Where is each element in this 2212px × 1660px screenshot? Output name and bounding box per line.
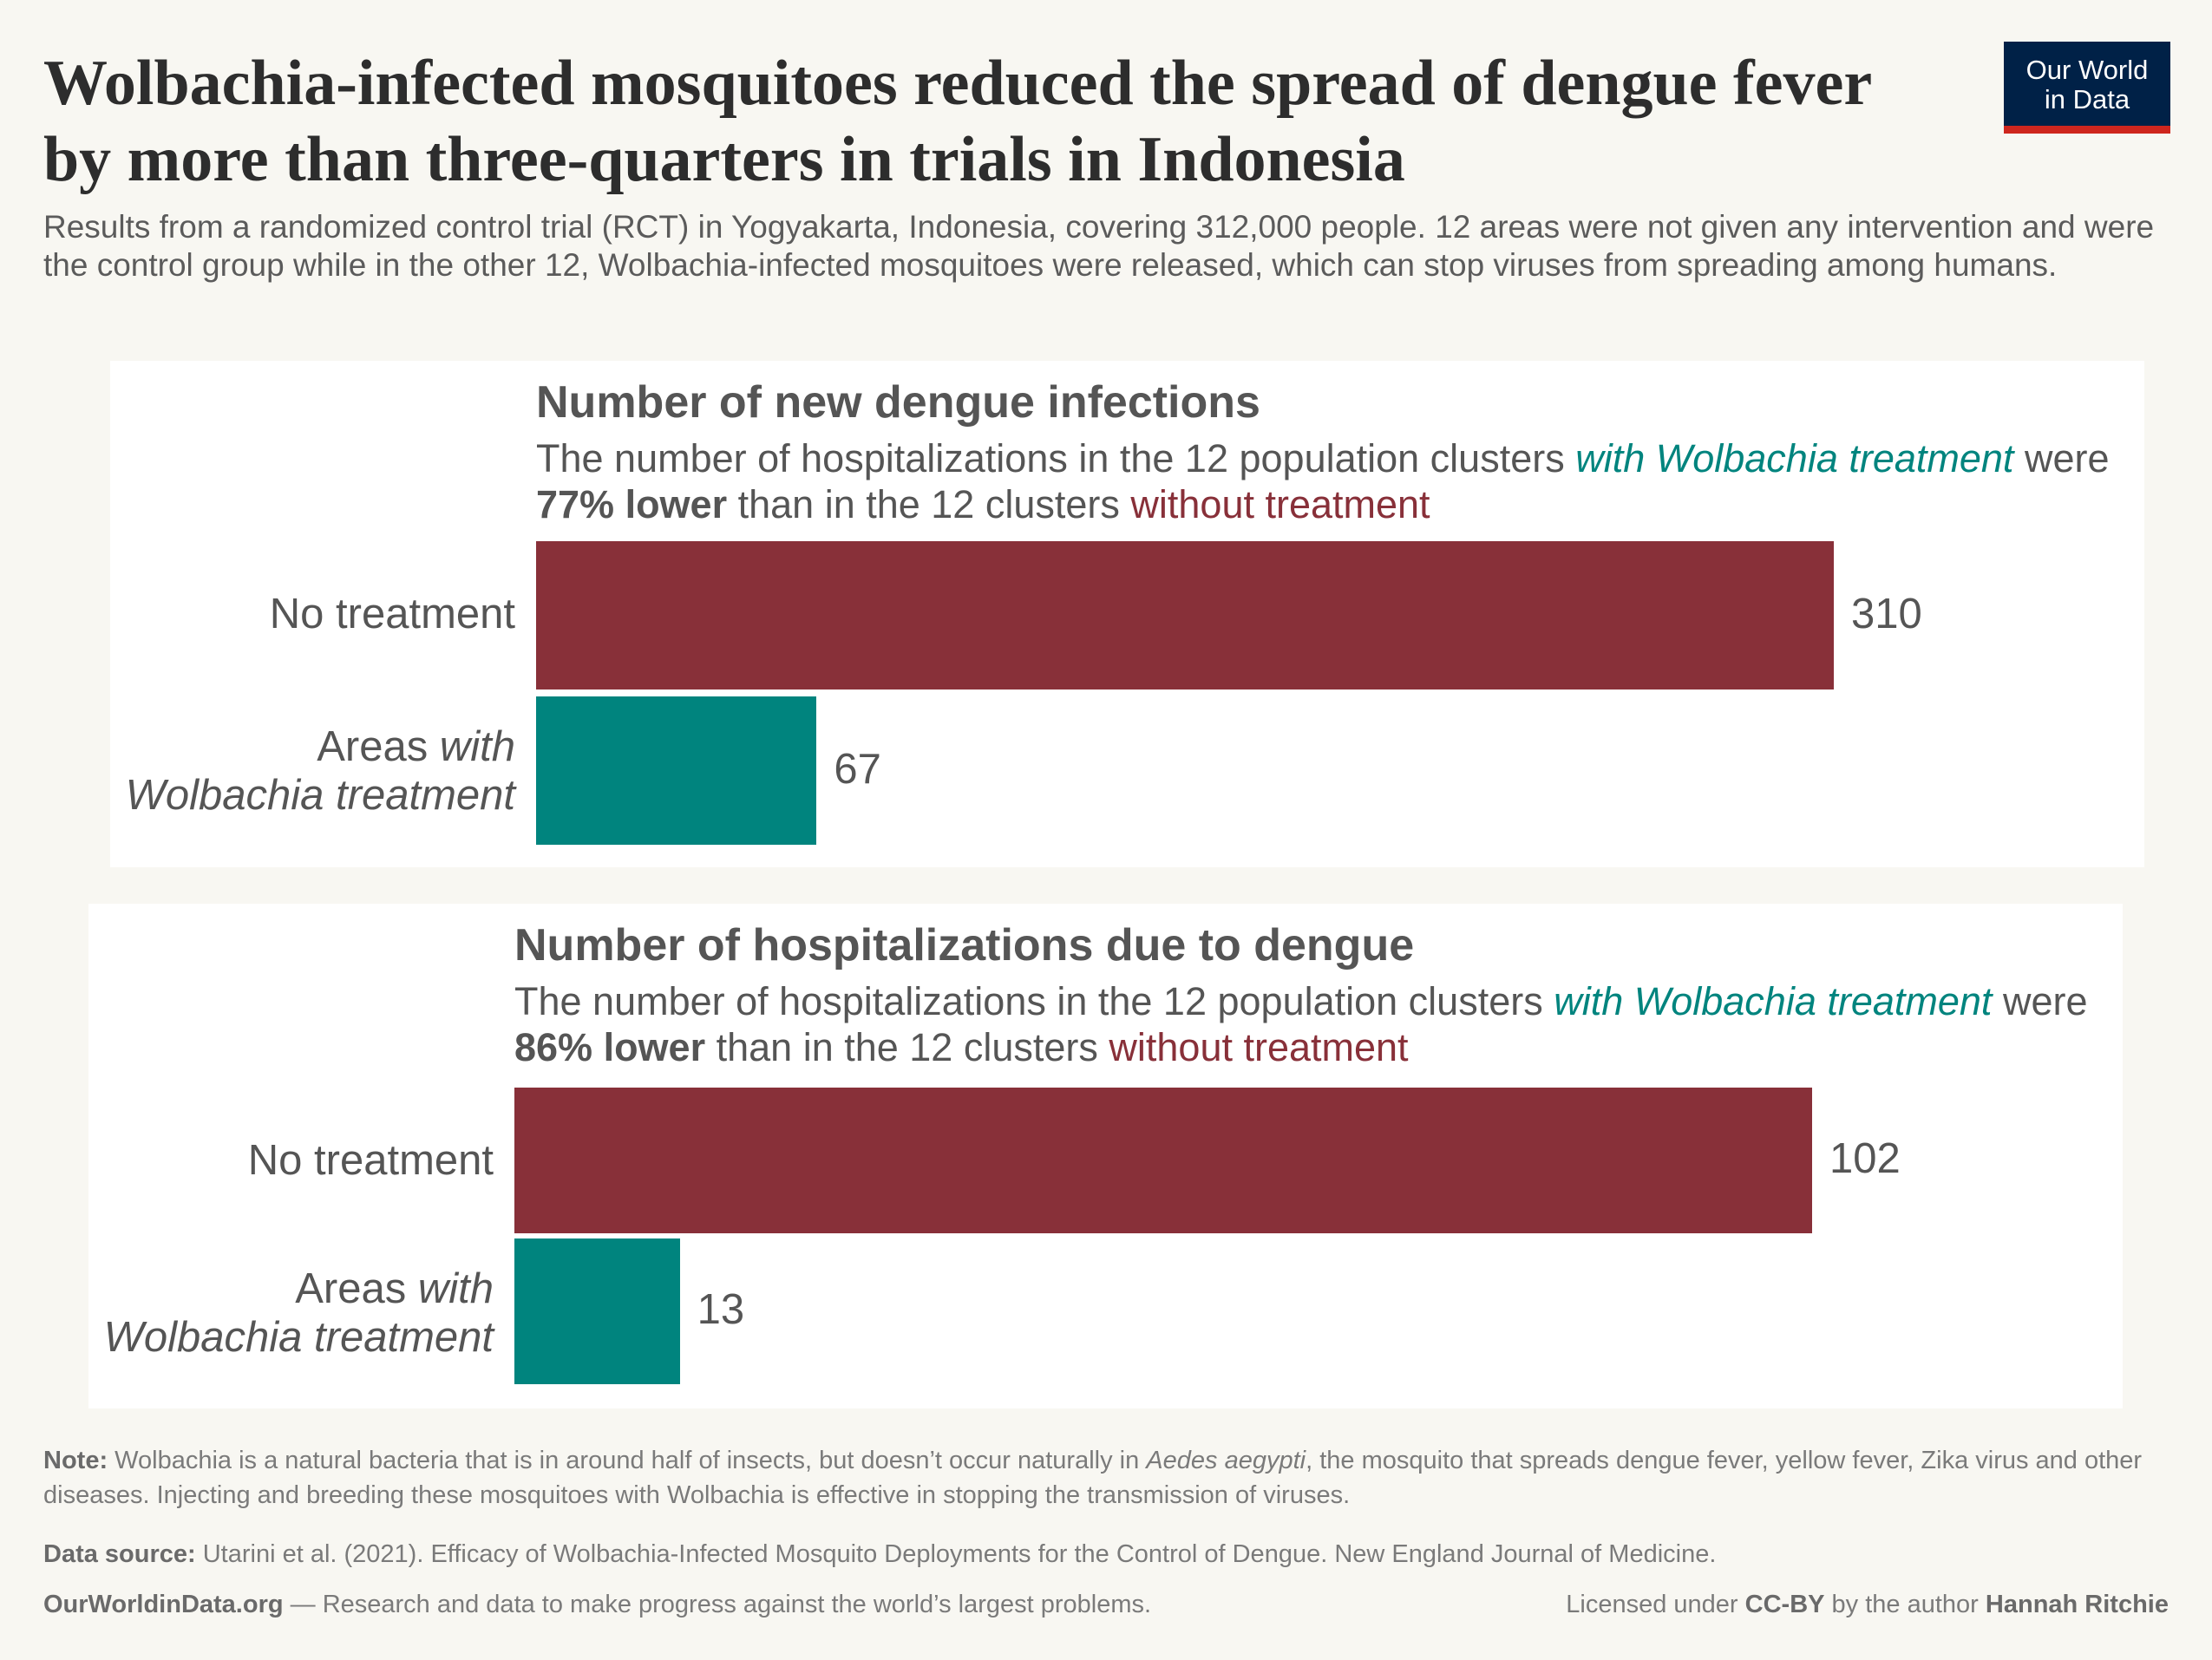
panel-title: Number of new dengue infections [536, 377, 1260, 428]
value-label: 13 [697, 1286, 745, 1333]
license-link[interactable]: CC-BY [1744, 1591, 1825, 1618]
bar-wolbachia[interactable] [514, 1238, 680, 1384]
value-label: 102 [1829, 1135, 1901, 1182]
footer-site: OurWorldinData.org — Research and data t… [43, 1591, 1152, 1618]
owid-logo[interactable]: Our World in Data [2004, 42, 2170, 134]
panel-title: Number of hospitalizations due to dengue [514, 920, 1415, 971]
data-source: Data source: Utarini et al. (2021). Effi… [43, 1540, 1717, 1568]
value-label: 310 [1851, 590, 1922, 637]
site-link[interactable]: OurWorldinData.org [43, 1591, 284, 1618]
chart-title: Wolbachia-infected mosquitoes reduced th… [43, 48, 1871, 195]
license: Licensed under CC-BY by the author Hanna… [1566, 1591, 2169, 1618]
category-label: No treatment [269, 591, 515, 637]
note: Note: Wolbachia is a natural bacteria th… [43, 1447, 2143, 1509]
panel-infections: Number of new dengue infections The numb… [110, 361, 2144, 867]
panel-description: The number of hospitalizations in the 12… [514, 979, 2088, 1069]
category-label: Areas with Wolbachia treatment [125, 723, 515, 819]
category-label: No treatment [247, 1137, 494, 1184]
chart-subtitle: Results from a randomized control trial … [43, 209, 2155, 283]
bar-no-treatment[interactable] [514, 1088, 1812, 1233]
panel-hospitalizations: Number of hospitalizations due to dengue… [88, 904, 2123, 1408]
panel-description: The number of hospitalizations in the 12… [536, 436, 2110, 526]
bar-no-treatment[interactable] [536, 541, 1834, 689]
bar-wolbachia[interactable] [536, 696, 817, 845]
value-label: 67 [834, 745, 881, 793]
category-label: Areas with Wolbachia treatment [103, 1265, 494, 1361]
